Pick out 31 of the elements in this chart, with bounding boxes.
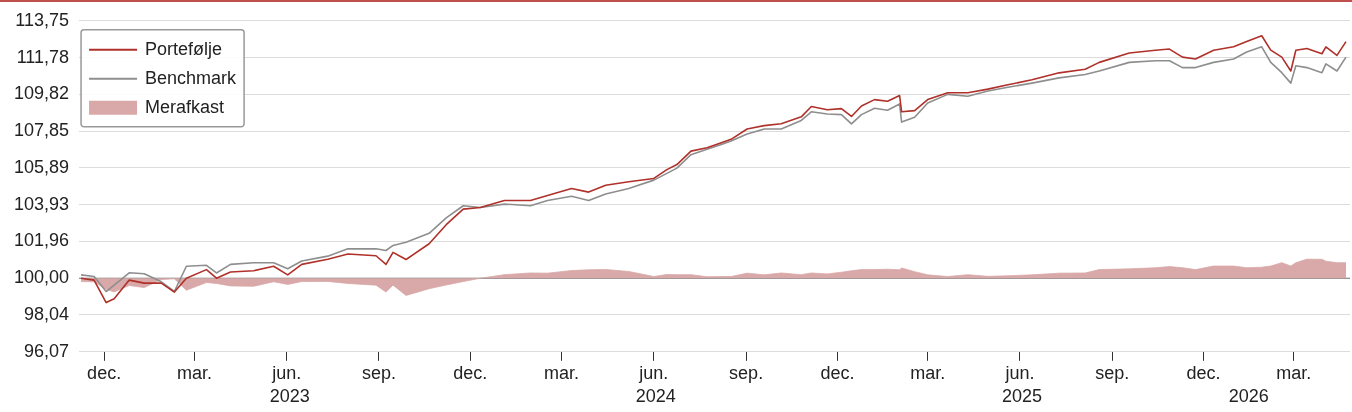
x-tick-label: dec. [820,362,855,383]
x2-tick-label: 2023 [269,386,310,407]
x-tick-label: jun. [638,362,669,383]
x2-tick-label: 2024 [635,386,676,407]
x-tick-label: mar. [1276,362,1312,383]
y-tick-label: 96,07 [24,340,70,361]
x-tick-label: dec. [453,362,488,383]
legend-label: Benchmark [145,67,238,88]
x-tick-label: sep. [1095,362,1130,383]
y-tick-label: 103,93 [13,193,70,214]
x-tick-label: sep. [729,362,764,383]
y-tick-label: 107,85 [13,120,70,141]
legend-label: Portefølje [145,38,223,59]
x-tick-label: mar. [544,362,580,383]
x-tick-label: jun. [271,362,302,383]
x-tick-label: mar. [176,362,212,383]
y-tick-label: 109,82 [13,83,70,104]
x-tick-label: dec. [87,362,122,383]
x2-tick-label: 2026 [1228,386,1269,407]
y-tick-label: 111,78 [16,46,70,67]
y-tick-label: 113,75 [15,9,70,30]
x-tick-label: sep. [361,362,396,383]
y-tick-label: 105,89 [13,156,70,177]
x2-tick-label: 2025 [1001,386,1043,407]
x-tick-label: mar. [910,362,946,383]
x-tick-label: dec. [1186,362,1221,383]
y-tick-label: 98,04 [24,303,70,324]
legend-label: Merafkast [145,96,225,117]
x-tick-label: jun. [1004,362,1035,383]
y-tick-label: 101,96 [13,230,70,251]
y-tick-label: 100,00 [13,267,70,288]
